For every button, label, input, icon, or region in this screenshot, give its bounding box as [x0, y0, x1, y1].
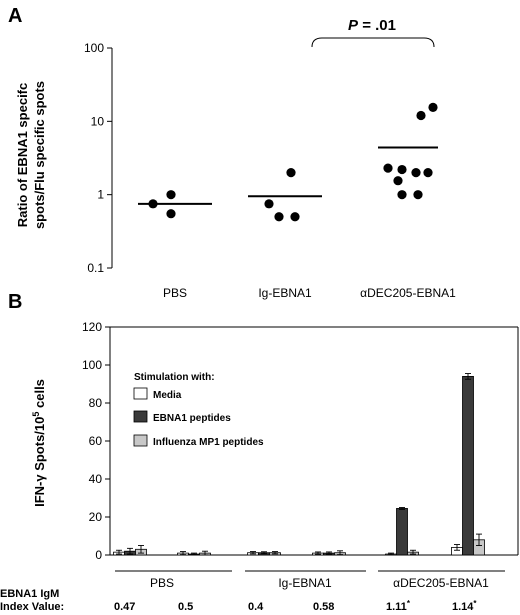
legend-entry: Media: [153, 390, 182, 401]
panel-b-ylabel: IFN-γ Spots/105 cells: [31, 379, 47, 507]
p-value-rest: = .01: [358, 17, 396, 34]
panel-a-y-tick-label: 10: [91, 114, 105, 128]
panel-a-data-point: [393, 176, 403, 186]
panel-a-data-point: [428, 102, 438, 112]
panel-a-data-point: [383, 163, 393, 173]
p-value-letter: P: [348, 17, 359, 34]
index-value-mark: *: [473, 599, 477, 608]
group-label: PBS: [150, 576, 174, 590]
panel-a-plot: 0.1 1 10 100 PBS Ig-EBNA1 αDEC205-EBNA1: [84, 37, 456, 300]
group-label: αDEC205-EBNA1: [393, 576, 489, 590]
index-value-label: 0.4: [248, 601, 264, 613]
legend-swatch: [133, 387, 148, 400]
panel-a-data-point: [423, 167, 433, 178]
group-label: Ig-EBNA1: [278, 576, 332, 590]
significance-bracket: [311, 37, 435, 48]
panel-b-y-tick-label: 80: [89, 396, 103, 410]
bar: [396, 508, 408, 556]
panel-a-data-point: [411, 167, 421, 178]
legend-swatch: [133, 434, 148, 447]
panel-b-y-tick-label: 100: [82, 358, 102, 372]
index-value-label: 1.14*: [452, 599, 477, 614]
panel-b-y-tick-label: 60: [89, 434, 103, 448]
legend-entry: EBNA1 peptides: [153, 413, 231, 424]
panel-a-y-tick-label: 100: [84, 41, 104, 55]
legend-swatch: [133, 410, 148, 423]
panel-a-ylabel-line1: Ratio of EBNA1 specifc: [15, 83, 30, 227]
panel-a-data-point: [274, 212, 284, 222]
legend-entry: Influenza MP1 peptides: [153, 437, 264, 448]
panel-b-y-tick-label: 120: [82, 320, 102, 334]
panel-a-data-point: [166, 190, 176, 200]
panel-a-data-point: [416, 110, 426, 121]
index-value-mark: *: [407, 599, 411, 608]
p-value-annotation: P = .01: [348, 17, 396, 34]
panel-a-category-label: PBS: [163, 286, 187, 300]
panel-a-data-point: [264, 199, 274, 209]
panel-a-data-point: [290, 212, 300, 222]
panel-b-y-tick-label: 0: [95, 548, 102, 562]
panel-a-data-point: [397, 190, 407, 200]
index-value-label: 0.5: [178, 601, 193, 613]
panel-a-data-point: [397, 164, 407, 175]
index-value-label: 0.58: [313, 601, 334, 613]
panel-a-label: A: [8, 5, 22, 27]
panel-b-plot: 0 20 40 60 80 100 120 Media EBNA1 peptides Influe…: [82, 320, 519, 614]
bar: [462, 375, 474, 556]
panel-a-data-point: [166, 209, 176, 219]
panel-a-data-point: [286, 167, 296, 178]
panel-a-y-tick-label: 0.1: [87, 261, 104, 275]
panel-b-y-tick-label: 20: [89, 510, 103, 524]
index-label-line1: EBNA1 IgM: [0, 588, 59, 600]
panel-a-y-tick-label: 1: [97, 188, 104, 202]
panel-a-ylabel-line2: spots/Flu specific spots: [32, 81, 47, 229]
panel-a-category-label: αDEC205-EBNA1: [360, 286, 456, 300]
panel-a-data-point: [413, 190, 423, 200]
legend-title: Stimulation with:: [134, 372, 215, 383]
index-value-label: 1.11*: [386, 599, 411, 614]
panel-b-label: B: [8, 291, 22, 313]
index-label-line2: Index Value:: [0, 601, 64, 613]
index-value-label: 0.47: [114, 601, 135, 613]
panel-a-category-label: Ig-EBNA1: [258, 286, 312, 300]
panel-b-y-tick-label: 40: [89, 472, 103, 486]
